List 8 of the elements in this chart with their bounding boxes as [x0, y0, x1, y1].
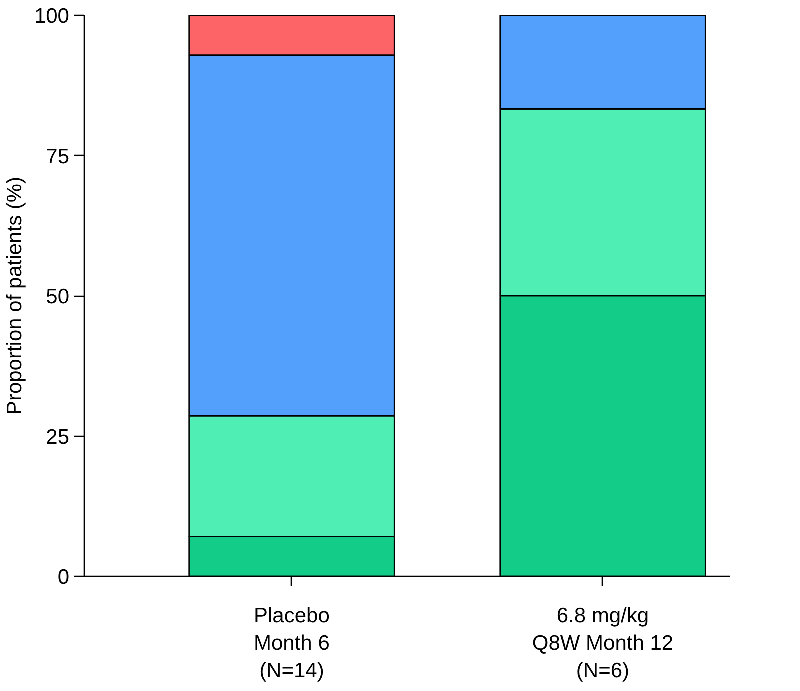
- x-tick-label: Placebo Month 6 (N=14): [254, 604, 330, 683]
- y-axis-title: Proportion of patients (%): [3, 176, 26, 416]
- y-tick-label: 50: [46, 286, 70, 308]
- y-tick-label: 100: [34, 5, 70, 28]
- y-tick-label: 25: [46, 426, 70, 449]
- y-tick-label: 75: [46, 145, 70, 168]
- x-tick-label: 6.8 mg/kg Q8W Month 12 (N=6): [532, 604, 674, 683]
- y-tick-label: 0: [58, 566, 70, 589]
